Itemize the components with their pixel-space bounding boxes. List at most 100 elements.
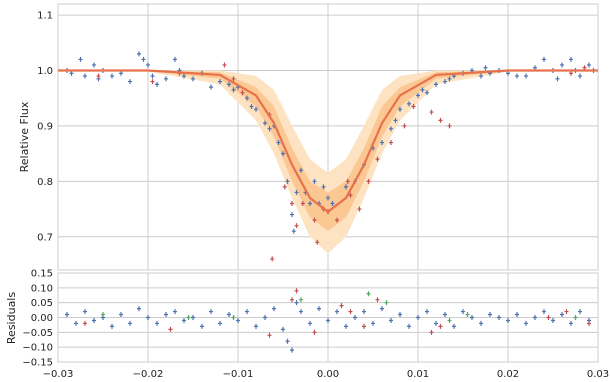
residual-point-1-5: [312, 329, 317, 335]
residual-point-0-36: [371, 320, 375, 326]
flux-point-0-40: [308, 201, 312, 206]
residual-point-0-24: [281, 326, 285, 332]
residual-point-1-0: [83, 320, 87, 326]
flux-point-0-71: [533, 65, 537, 71]
top-panel: 0.7 0.8 0.9 1.0 1.1 Relative Flux: [18, 3, 599, 271]
residual-point-0-27: [294, 300, 299, 306]
flux-point-0-57: [425, 90, 429, 96]
flux-point-1-25: [429, 109, 434, 115]
residual-point-0-51: [506, 317, 510, 323]
residual-point-1-3: [290, 297, 294, 303]
flux-point-0-79: [587, 62, 591, 68]
residual-point-0-46: [461, 309, 465, 315]
flux-point-1-18: [348, 192, 353, 198]
residual-point-2-4: [366, 291, 371, 297]
residual-point-0-15: [200, 323, 204, 329]
residual-point-2-7: [465, 312, 470, 318]
flux-point-1-28: [569, 70, 573, 76]
residual-point-0-57: [560, 312, 564, 318]
bottom-y-tick-labels: 0.15 0.10 0.05 0.00 −0.05 −0.10 −0.15: [22, 269, 53, 369]
residual-point-0-2: [83, 309, 87, 315]
flux-point-0-18: [182, 73, 186, 79]
flux-point-0-19: [191, 76, 195, 82]
residual-point-0-1: [74, 320, 78, 326]
flux-point-1-27: [447, 123, 452, 129]
residual-point-0-29: [308, 320, 312, 326]
flux-point-1-26: [438, 117, 443, 123]
residual-point-1-10: [429, 329, 434, 335]
bot-xtick-1: −0.02: [133, 369, 164, 380]
bot-xtick-5: 0.02: [497, 369, 519, 380]
residual-point-0-5: [110, 323, 114, 329]
residual-point-0-18: [227, 312, 231, 318]
residual-point-0-56: [551, 317, 555, 323]
bot-xtick-4: 0.01: [407, 369, 429, 380]
flux-point-0-54: [407, 101, 411, 107]
residual-point-1-12: [546, 315, 551, 320]
residual-point-0-13: [182, 317, 186, 323]
residual-point-0-55: [542, 309, 546, 315]
bot-xtick-6: 0.03: [587, 369, 609, 380]
flux-point-0-46: [344, 184, 348, 190]
residual-point-2-2: [231, 315, 236, 320]
flux-point-0-32: [276, 140, 281, 146]
flux-point-0-27: [249, 104, 254, 110]
flux-point-0-13: [150, 73, 155, 79]
flux-point-1-1: [150, 79, 155, 85]
flux-point-1-4: [231, 76, 236, 82]
bot-ytick-5: −0.10: [22, 343, 53, 354]
residual-point-0-26: [290, 347, 294, 353]
flux-point-0-58: [434, 81, 438, 87]
residual-point-0-3: [92, 317, 96, 323]
flux-point-0-7: [110, 73, 114, 79]
residual-point-0-37: [380, 306, 384, 312]
residual-point-2-6: [447, 317, 452, 323]
residual-point-1-13: [564, 309, 569, 315]
residual-point-0-31: [326, 317, 330, 323]
top-y-tick-labels: 0.7 0.8 0.9 1.0 1.1: [37, 11, 53, 244]
top-ytick-3: 1.0: [37, 66, 53, 77]
flux-point-0-2: [78, 56, 83, 62]
flux-point-0-3: [83, 73, 87, 79]
residual-point-0-45: [452, 323, 456, 329]
flux-point-0-76: [569, 56, 573, 62]
flux-point-0-15: [164, 76, 168, 82]
flux-point-0-43: [321, 184, 326, 190]
flux-point-0-56: [420, 87, 425, 93]
flux-point-0-74: [555, 76, 560, 82]
flux-point-0-70: [524, 73, 528, 79]
flux-point-1-23: [402, 123, 407, 129]
residual-point-0-10: [155, 320, 159, 326]
flux-point-0-38: [299, 167, 303, 173]
residual-point-1-1: [168, 326, 173, 332]
flux-point-0-29: [263, 120, 267, 126]
residual-point-0-59: [578, 309, 582, 315]
flux-point-0-75: [560, 62, 564, 68]
residual-point-2-1: [186, 315, 191, 320]
residual-point-0-43: [434, 320, 438, 326]
flux-point-0-16: [173, 56, 177, 62]
flux-point-1-7: [270, 256, 275, 262]
residual-point-0-35: [362, 309, 366, 315]
residual-point-0-52: [515, 312, 519, 318]
flux-point-1-20: [366, 178, 371, 184]
bot-xtick-3: 0.00: [317, 369, 339, 380]
residual-point-0-11: [164, 312, 168, 318]
flux-point-1-10: [294, 223, 299, 229]
residual-point-2-8: [573, 315, 578, 320]
flux-point-1-17: [345, 178, 350, 184]
flux-point-0-11: [141, 56, 146, 62]
flux-point-1-29: [582, 65, 587, 71]
residual-point-0-41: [416, 315, 420, 320]
residual-point-0-28: [299, 309, 303, 315]
flux-point-1-21: [375, 156, 380, 162]
residual-point-0-47: [470, 315, 474, 320]
residual-point-0-8: [137, 306, 141, 312]
top-ytick-0: 0.7: [37, 232, 53, 243]
flux-point-0-68: [506, 70, 510, 76]
flux-point-0-44: [326, 195, 330, 201]
flux-point-0-22: [218, 79, 222, 85]
residual-point-0-49: [488, 312, 492, 318]
residual-point-0-23: [272, 306, 276, 312]
